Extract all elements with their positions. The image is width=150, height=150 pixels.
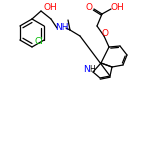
Text: OH: OH <box>43 3 57 12</box>
Text: Cl: Cl <box>35 36 43 45</box>
Text: H: H <box>89 66 95 75</box>
Text: NH: NH <box>55 22 69 32</box>
Text: OH: OH <box>110 3 124 12</box>
Text: O: O <box>85 3 93 12</box>
Text: N: N <box>84 66 90 75</box>
Text: O: O <box>102 28 108 38</box>
